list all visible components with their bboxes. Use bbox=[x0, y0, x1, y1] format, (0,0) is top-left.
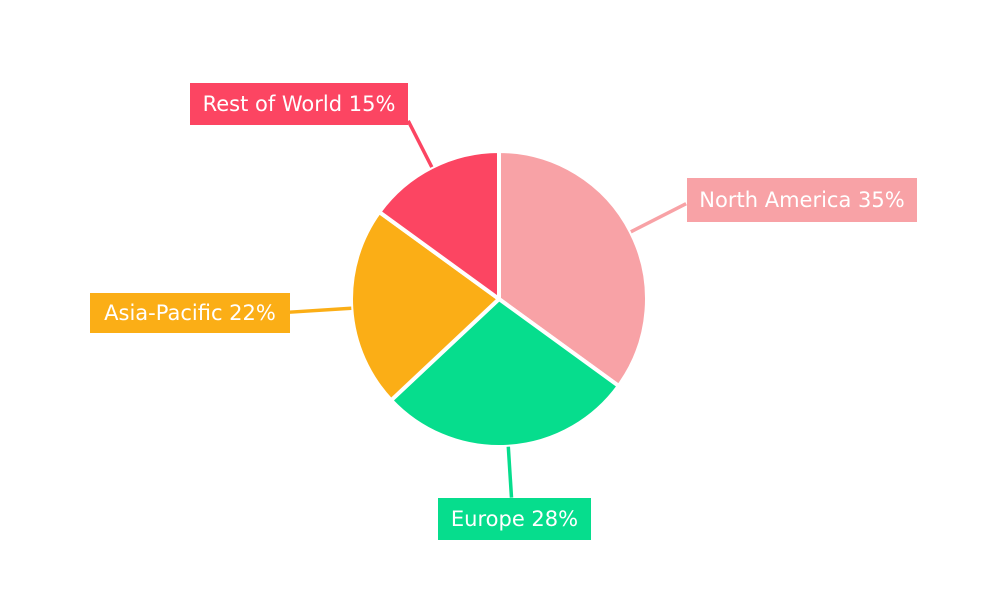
pie-slice-rest-of-world bbox=[377, 149, 501, 301]
callout-label-europe: Europe 28% bbox=[438, 498, 591, 540]
pie-slice-asia-pacific bbox=[349, 210, 501, 403]
leader-line-asia-pacific bbox=[289, 306, 352, 314]
callout-text-north-america: North America 35% bbox=[699, 187, 905, 212]
pie-slice-north-america bbox=[497, 149, 649, 388]
callout-label-rest-of-world: Rest of World 15% bbox=[190, 83, 408, 125]
callout-text-rest-of-world: Rest of World 15% bbox=[202, 91, 396, 116]
leader-line-europe bbox=[506, 446, 514, 498]
callout-text-asia-pacific: Asia-Pacific 22% bbox=[104, 300, 276, 325]
leader-line-north-america bbox=[630, 202, 687, 234]
callout-label-asia-pacific: Asia-Pacific 22% bbox=[90, 293, 290, 333]
callout-text-europe: Europe 28% bbox=[450, 506, 579, 531]
leader-line-rest-of-world bbox=[406, 120, 434, 168]
pie-slice-europe bbox=[389, 297, 621, 449]
callout-label-north-america: North America 35% bbox=[687, 178, 917, 222]
